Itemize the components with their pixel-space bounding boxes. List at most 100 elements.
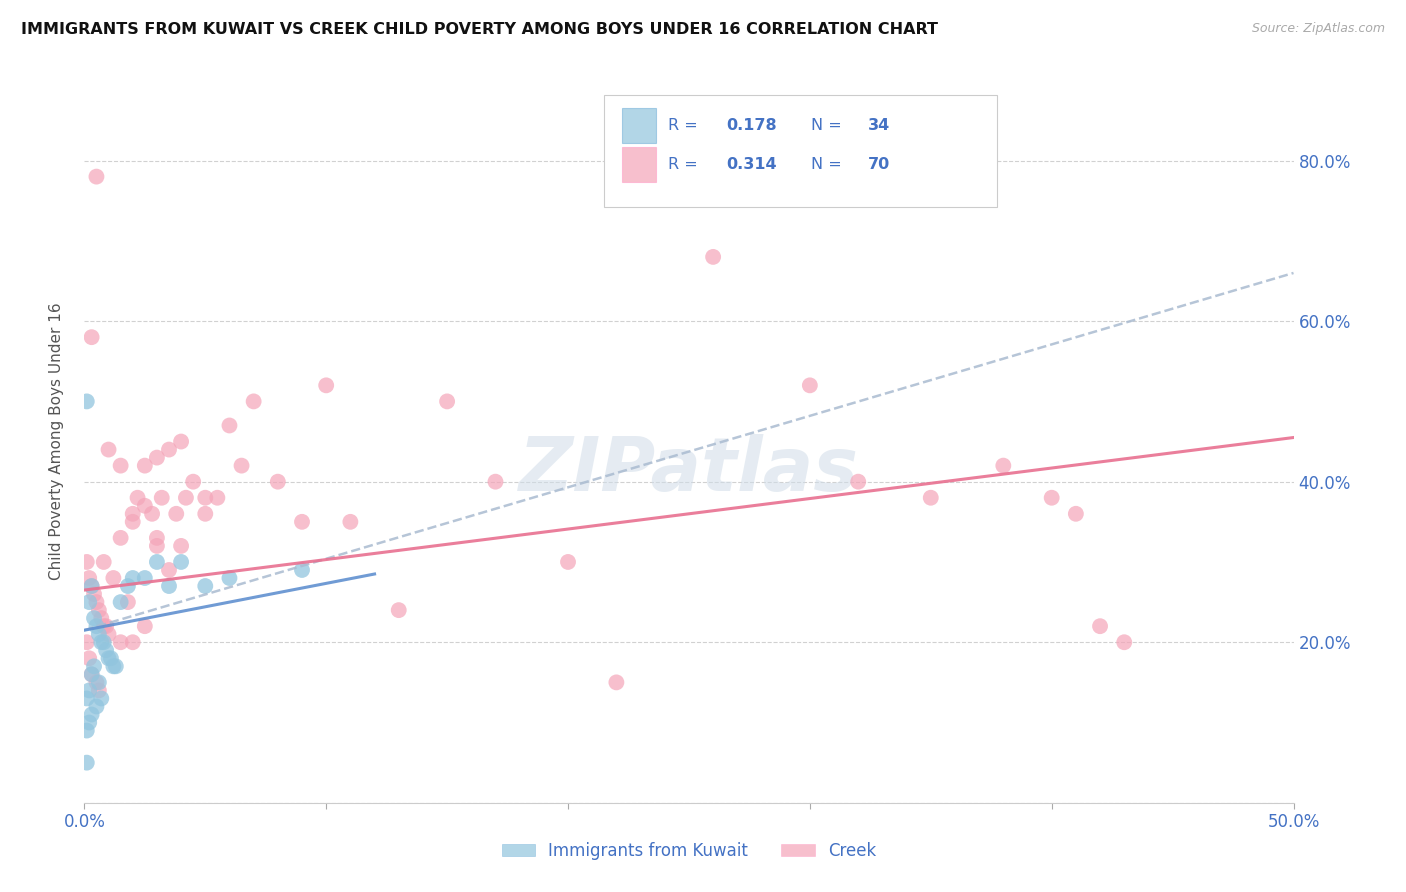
Point <box>90 635 112 649</box>
Point <box>134 499 156 513</box>
Point <box>127 491 149 505</box>
Point <box>97 627 120 641</box>
Point <box>194 491 217 505</box>
Point <box>157 579 180 593</box>
Point <box>157 563 180 577</box>
Point <box>150 491 173 505</box>
Point <box>77 595 100 609</box>
Point <box>1088 619 1111 633</box>
Point <box>94 643 117 657</box>
Point <box>110 458 132 473</box>
Point <box>181 475 204 489</box>
Point <box>231 458 253 473</box>
Point <box>90 691 112 706</box>
Point <box>557 555 579 569</box>
Point <box>77 715 100 730</box>
Point <box>291 563 314 577</box>
Point <box>110 595 132 609</box>
Text: R =: R = <box>668 157 703 172</box>
Point <box>86 619 108 633</box>
Point <box>83 587 105 601</box>
Point <box>121 507 143 521</box>
Point <box>86 169 108 184</box>
Point <box>80 667 103 681</box>
Point <box>157 442 180 457</box>
Point <box>76 555 98 569</box>
Point <box>242 394 264 409</box>
Point <box>93 619 115 633</box>
Point <box>80 579 103 593</box>
Text: ZIPatlas: ZIPatlas <box>519 434 859 507</box>
Point <box>170 555 193 569</box>
Point <box>194 579 217 593</box>
Point <box>146 539 169 553</box>
Point <box>1040 491 1063 505</box>
Point <box>93 635 115 649</box>
Text: 0.314: 0.314 <box>727 157 778 172</box>
Bar <box>623 109 657 143</box>
Point <box>605 675 627 690</box>
Point <box>76 756 98 770</box>
Text: IMMIGRANTS FROM KUWAIT VS CREEK CHILD POVERTY AMONG BOYS UNDER 16 CORRELATION CH: IMMIGRANTS FROM KUWAIT VS CREEK CHILD PO… <box>21 22 938 37</box>
Point <box>83 659 105 673</box>
Point <box>76 723 98 738</box>
Text: Source: ZipAtlas.com: Source: ZipAtlas.com <box>1251 22 1385 36</box>
Point <box>1064 507 1087 521</box>
Point <box>993 458 1015 473</box>
Point <box>117 595 139 609</box>
Point <box>170 434 193 449</box>
Point <box>110 531 132 545</box>
Point <box>170 539 193 553</box>
Point <box>134 458 156 473</box>
Point <box>134 571 156 585</box>
Point <box>315 378 337 392</box>
Point <box>146 555 169 569</box>
Y-axis label: Child Poverty Among Boys Under 16: Child Poverty Among Boys Under 16 <box>49 302 63 581</box>
Point <box>76 691 98 706</box>
Point <box>207 491 229 505</box>
Point <box>90 611 112 625</box>
Point <box>339 515 361 529</box>
FancyBboxPatch shape <box>605 95 997 207</box>
Point <box>846 475 869 489</box>
Legend: Immigrants from Kuwait, Creek: Immigrants from Kuwait, Creek <box>495 836 883 867</box>
Text: 0.178: 0.178 <box>727 119 778 133</box>
Point <box>146 531 169 545</box>
Point <box>484 475 506 489</box>
Point <box>1114 635 1136 649</box>
Text: 34: 34 <box>868 119 890 133</box>
Point <box>104 659 127 673</box>
Point <box>103 571 125 585</box>
Point <box>702 250 724 264</box>
Point <box>146 450 169 465</box>
Point <box>83 611 105 625</box>
Point <box>799 378 821 392</box>
Point <box>97 651 120 665</box>
Point <box>291 515 314 529</box>
Point <box>110 635 132 649</box>
Point <box>77 683 100 698</box>
Point <box>920 491 942 505</box>
Point <box>117 579 139 593</box>
Point <box>87 627 110 641</box>
Point <box>141 507 163 521</box>
Point <box>121 515 143 529</box>
Point <box>87 603 110 617</box>
Point <box>267 475 290 489</box>
Point <box>87 683 110 698</box>
Point <box>87 675 110 690</box>
Text: N =: N = <box>811 119 846 133</box>
Point <box>80 707 103 722</box>
Point <box>93 555 115 569</box>
Text: 70: 70 <box>868 157 890 172</box>
Point <box>174 491 197 505</box>
Point <box>218 571 240 585</box>
Point <box>436 394 458 409</box>
Point <box>165 507 187 521</box>
Point <box>194 507 217 521</box>
Point <box>388 603 411 617</box>
Point <box>76 635 98 649</box>
Point <box>103 659 125 673</box>
Point <box>100 651 122 665</box>
Text: R =: R = <box>668 119 703 133</box>
